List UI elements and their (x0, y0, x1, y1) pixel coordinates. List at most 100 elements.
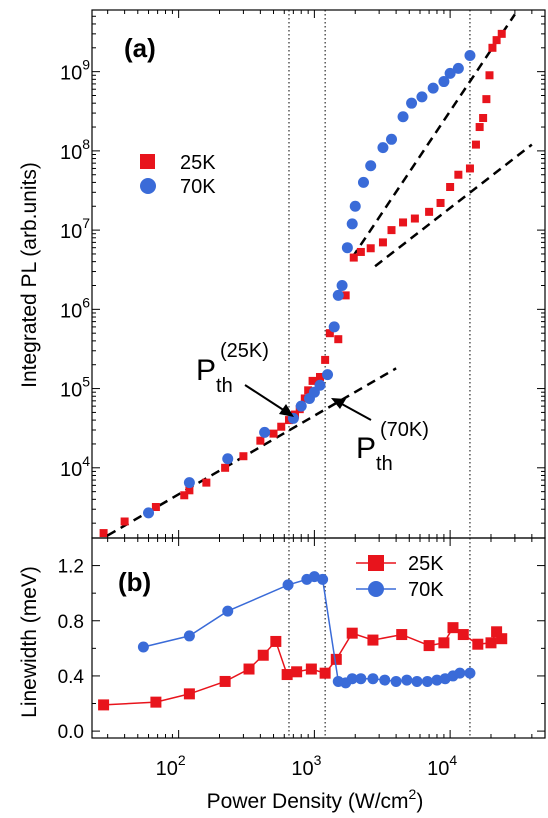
point-b-70k-9 (346, 673, 358, 685)
y-tick-label-b-0: 0.0 (58, 722, 84, 743)
point-a-25k-27 (387, 226, 396, 235)
point-a-25k-28 (399, 218, 408, 227)
legend-label-70k: 70K (180, 176, 216, 198)
y-tick-label-a-0-exp: 4 (82, 453, 90, 469)
point-a-25k-32 (446, 183, 455, 192)
point-b-25k-18 (457, 629, 469, 641)
x-axis-label-main: Power Density (W/cm (207, 790, 409, 813)
y-tick-label-a-4-exp: 8 (82, 136, 90, 152)
annotation-pth-25k-base: P (196, 354, 216, 387)
point-a-25k-26 (378, 238, 387, 247)
y-tick-label-b-1: 0.4 (58, 667, 85, 688)
y-tick-label-a-2: 106 (60, 294, 90, 322)
point-a-25k-3 (180, 491, 189, 500)
point-b-25k-16 (438, 637, 450, 649)
annotation-pth-70k-sup-text: (70K) (380, 419, 429, 441)
point-a-25k-39 (485, 71, 494, 80)
point-b-25k-8 (291, 666, 303, 678)
point-b-25k-19 (472, 638, 484, 650)
point-b-70k-3 (282, 579, 294, 591)
annotation-pth-70k-sub: th (376, 453, 393, 475)
y-tick-label-a-5: 109 (60, 57, 90, 85)
point-a-25k-35 (471, 140, 480, 149)
panel-b-ylabel: Linewidth (meV) (18, 566, 41, 718)
point-a-25k-24 (356, 247, 365, 256)
point-a-70k-20 (397, 111, 409, 123)
point-a-25k-2 (151, 503, 160, 512)
point-a-25k-19 (325, 329, 334, 338)
y-tick-label-a-3-base: 10 (60, 221, 82, 243)
point-b-25k-22 (496, 633, 508, 645)
point-a-25k-1 (120, 517, 129, 526)
point-a-25k-6 (221, 463, 230, 472)
x-tick-label-2-base: 10 (427, 758, 449, 780)
point-b-70k-16 (421, 675, 433, 687)
point-a-25k-10 (277, 422, 286, 431)
point-a-25k-25 (366, 244, 375, 253)
point-b-70k-0 (137, 641, 149, 653)
point-b-70k-12 (379, 674, 391, 686)
data-layer (98, 29, 508, 711)
point-b-25k-4 (243, 663, 255, 675)
x-tick-label-2-exp: 4 (449, 752, 457, 768)
point-b-25k-21 (491, 626, 503, 638)
point-a-70k-16 (357, 176, 369, 188)
y-tick-label-a-1: 105 (60, 374, 90, 402)
point-a-25k-33 (454, 170, 463, 179)
point-a-25k-41 (492, 36, 501, 45)
point-b-25k-1 (150, 696, 162, 708)
point-a-25k-22 (341, 291, 350, 300)
y-tick-label-a-3: 107 (60, 215, 90, 243)
point-b-70k-15 (411, 675, 423, 687)
point-a-70k-18 (377, 142, 389, 154)
x-tick-label-1-base: 10 (291, 758, 313, 780)
panel-a-frame (91, 9, 546, 539)
y-tick-label-a-2-base: 10 (60, 300, 82, 322)
annotation-pth-25k-arrowhead (279, 404, 294, 417)
point-a-25k-15 (304, 386, 313, 395)
y-tick-label-a-1-base: 10 (60, 380, 82, 402)
annotation-pth-70k-arrow (339, 402, 372, 421)
panel-a-legend: 25K 70K (140, 152, 216, 198)
panel-b-frame (91, 537, 546, 739)
point-b-70k-6 (317, 573, 329, 585)
y-tick-label-a-3-exp: 7 (82, 215, 90, 231)
legend-label-70k-b: 70K (408, 579, 444, 601)
point-b-70k-20 (454, 667, 466, 679)
annotation-pth-25k-arrow (244, 384, 286, 412)
point-a-70k-13 (341, 242, 353, 254)
annotation-pth-25k-sub: th (216, 375, 233, 397)
legend-label-25k-b: 25K (408, 553, 444, 575)
point-a-25k-4 (185, 486, 194, 495)
point-a-25k-42 (497, 29, 506, 38)
point-a-70k-8 (314, 379, 326, 391)
point-a-70k-24 (438, 76, 450, 88)
point-b-25k-9 (305, 663, 317, 675)
panel-a-label: (a) (124, 33, 156, 63)
x-tick-label-0: 102 (156, 752, 186, 780)
point-a-25k-36 (475, 123, 484, 132)
y-tick-label-b-2: 0.8 (58, 612, 84, 633)
point-b-25k-14 (396, 629, 408, 641)
point-a-25k-18 (321, 355, 330, 364)
panel-a-ylabel: Integrated PL (arb.units) (18, 162, 41, 388)
point-b-25k-10 (319, 667, 331, 679)
point-a-25k-16 (308, 376, 317, 385)
point-b-25k-15 (423, 640, 435, 652)
point-a-70k-5 (295, 400, 307, 412)
point-a-25k-23 (349, 253, 358, 262)
point-b-25k-7 (281, 669, 293, 681)
point-b-70k-14 (401, 674, 413, 686)
panel-b-legend: 25K 70K (356, 553, 444, 601)
point-a-70k-14 (346, 218, 358, 230)
y-tick-label-a-2-exp: 6 (82, 294, 90, 310)
annotation-pth-70k-base: P (356, 432, 376, 465)
point-b-70k-1 (183, 630, 195, 642)
x-tick-label-1-exp: 3 (314, 752, 322, 768)
annotation-pth-70k: Pth (70K) (331, 398, 429, 475)
point-a-70k-22 (416, 91, 428, 103)
y-tick-label-a-1-exp: 5 (82, 374, 90, 390)
point-b-25k-0 (98, 699, 110, 711)
point-b-25k-17 (447, 622, 459, 634)
